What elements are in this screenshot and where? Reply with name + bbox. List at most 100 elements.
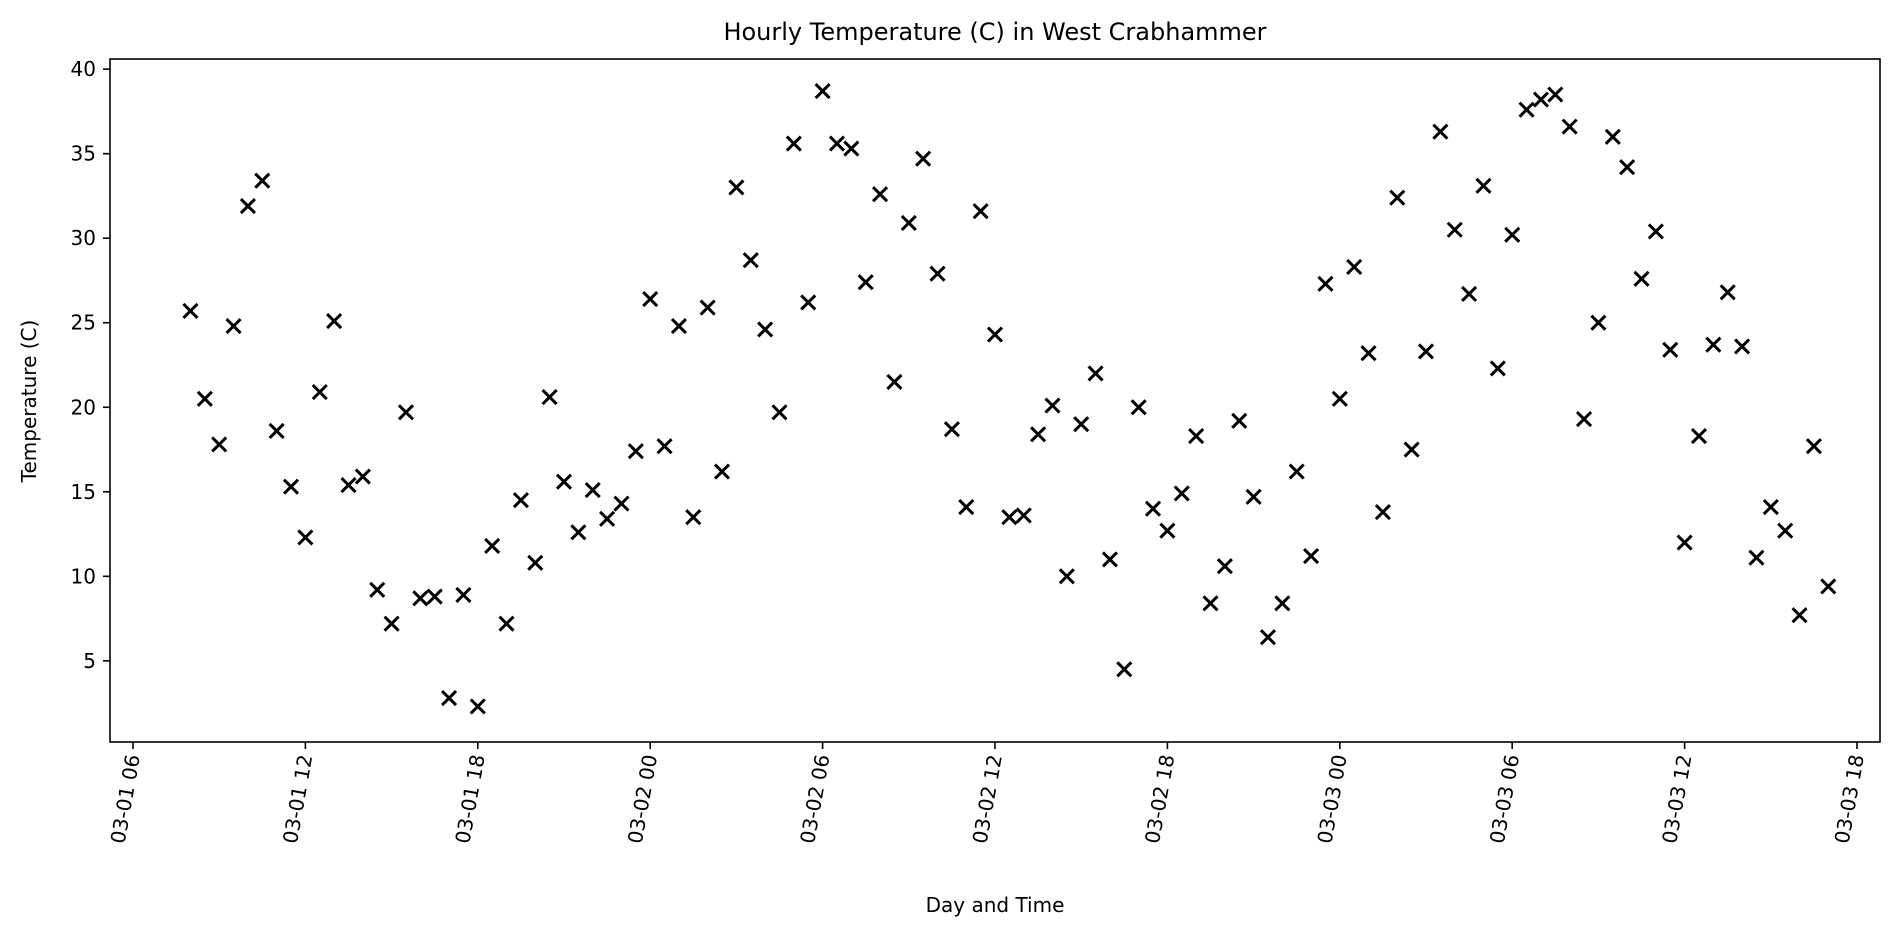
data-point <box>828 135 846 152</box>
data-point <box>1259 629 1277 646</box>
data-point <box>512 492 529 509</box>
x-axis-label: Day and Time <box>926 893 1065 917</box>
data-point <box>915 150 932 167</box>
data-point <box>872 186 889 203</box>
data-point <box>1030 426 1047 443</box>
data-point <box>555 473 573 490</box>
y-axis-label: Temperature (C) <box>17 320 41 484</box>
data-point <box>670 318 687 335</box>
y-tick-label: 15 <box>71 480 96 504</box>
data-point <box>857 274 874 291</box>
data-point <box>498 615 515 632</box>
data-point <box>1633 270 1650 287</box>
data-point <box>397 404 415 421</box>
data-point <box>440 689 458 707</box>
data-point <box>1144 500 1162 517</box>
data-point <box>1489 360 1506 377</box>
data-point <box>785 135 802 152</box>
data-point <box>757 321 774 338</box>
data-point <box>1403 441 1420 458</box>
data-point <box>1202 595 1219 612</box>
data-point <box>958 498 975 516</box>
data-point <box>986 326 1004 343</box>
data-point <box>584 482 601 499</box>
data-point <box>1547 86 1564 103</box>
data-point <box>1303 547 1320 565</box>
data-point <box>1619 159 1636 176</box>
data-point <box>225 318 242 335</box>
data-point <box>1130 399 1147 416</box>
data-point <box>268 422 285 439</box>
data-point <box>900 214 917 232</box>
data-point <box>1331 390 1348 407</box>
data-point <box>656 438 673 455</box>
x-tick-label: 03-01 06 <box>106 753 145 846</box>
data-point <box>613 495 630 512</box>
data-point <box>1360 345 1377 362</box>
data-point <box>1748 549 1765 566</box>
data-point <box>1575 411 1593 428</box>
data-point <box>484 537 501 554</box>
data-point <box>1216 558 1233 575</box>
x-tick-label: 03-02 12 <box>968 753 1007 846</box>
data-point <box>455 586 472 603</box>
data-point <box>1073 416 1090 433</box>
data-point <box>1690 427 1708 445</box>
chart-title: Hourly Temperature (C) in West Crabhamme… <box>723 18 1266 46</box>
x-tick-label: 03-03 12 <box>1657 753 1696 846</box>
data-point <box>1417 343 1435 360</box>
y-tick-label: 25 <box>71 311 96 335</box>
x-tick-label: 03-01 12 <box>278 753 317 846</box>
y-axis: 5 10 15 20 25 30 35 40 <box>71 57 110 673</box>
data-markers <box>182 83 1837 715</box>
data-point <box>943 421 960 438</box>
data-point <box>728 179 745 196</box>
data-point <box>713 463 731 480</box>
data-point <box>1777 522 1794 539</box>
data-point <box>326 312 343 330</box>
data-point <box>340 476 357 494</box>
data-point <box>1705 336 1722 353</box>
x-tick-label: 03-03 18 <box>1830 753 1869 846</box>
data-point <box>1346 258 1363 276</box>
data-point <box>1015 507 1032 524</box>
x-tick-label: 03-02 06 <box>795 753 834 846</box>
data-point <box>1288 463 1305 480</box>
data-point <box>843 140 860 157</box>
data-point <box>1719 284 1736 301</box>
data-point <box>742 252 759 269</box>
data-point <box>1647 223 1664 240</box>
x-tick-label: 03-01 18 <box>450 753 489 846</box>
data-point <box>1762 498 1779 516</box>
data-point <box>642 291 659 308</box>
data-point <box>627 443 644 460</box>
data-point <box>527 554 544 571</box>
data-point <box>1561 118 1578 135</box>
x-tick-label: 03-02 18 <box>1140 753 1179 846</box>
y-tick-label: 20 <box>71 395 96 419</box>
data-point <box>1389 189 1406 206</box>
data-point <box>254 172 271 189</box>
y-tick-label: 30 <box>71 226 96 250</box>
data-point <box>1791 607 1808 624</box>
data-point <box>1245 488 1262 505</box>
data-point <box>771 404 788 421</box>
data-point <box>1461 285 1478 303</box>
y-tick-label: 40 <box>71 57 96 81</box>
data-point <box>1432 123 1449 140</box>
y-tick-label: 35 <box>71 142 96 166</box>
data-point <box>570 524 587 541</box>
data-point <box>800 294 817 311</box>
x-tick-label: 03-02 00 <box>623 753 662 846</box>
data-point <box>239 198 256 215</box>
data-point <box>1374 504 1391 521</box>
data-point <box>412 590 429 607</box>
data-point <box>1274 595 1291 612</box>
data-point <box>1518 101 1535 118</box>
data-point <box>469 698 486 715</box>
data-point <box>1734 338 1751 355</box>
data-point <box>814 83 831 100</box>
data-point <box>1317 275 1334 292</box>
data-point <box>1058 568 1075 585</box>
